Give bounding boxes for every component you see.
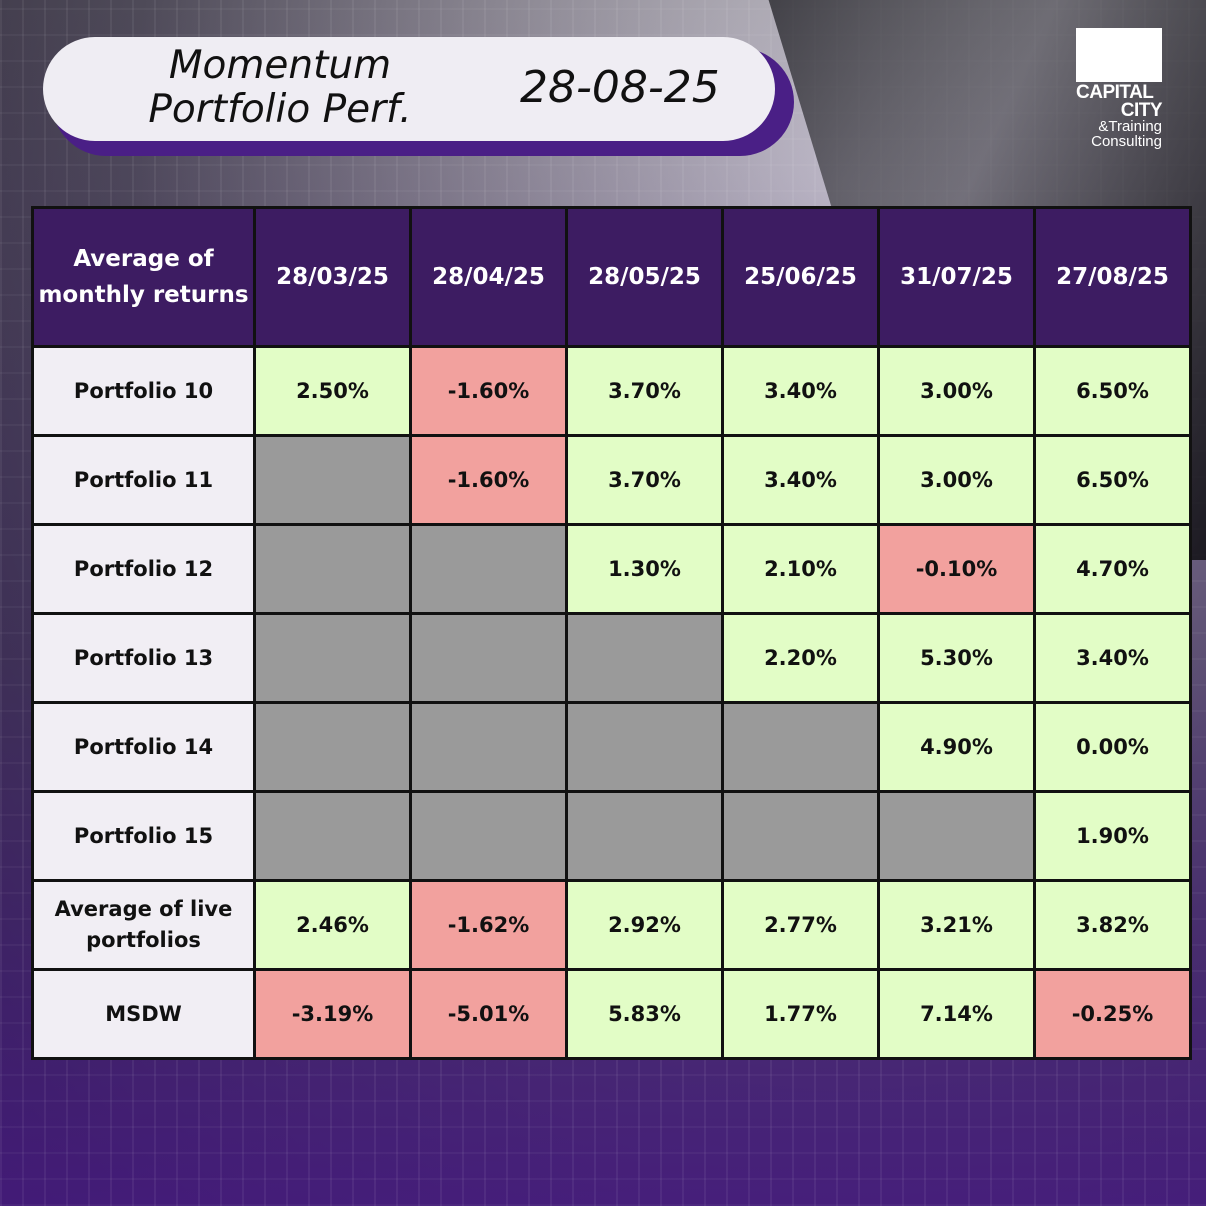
table-row: Average of live portfolios 2.46% -1.62% 2.9… [31,879,1192,971]
return-cell: 6.50% [1033,345,1192,437]
column-header: 28/05/25 [565,206,724,348]
return-cell: 2.50% [253,345,412,437]
table-row: Portfolio 15 1.90% [31,790,1192,882]
table-row: Portfolio 10 2.50% -1.60% 3.70% 3.40% 3.00% 6.… [31,345,1192,437]
table-row: Portfolio 11 -1.60% 3.70% 3.40% 3.00% 6.50% [31,434,1192,526]
empty-cell [409,790,568,882]
corner-header: Average of monthly returns [31,206,256,348]
return-cell: -5.01% [409,968,568,1060]
return-cell: 2.20% [721,612,880,704]
return-cell: 5.83% [565,968,724,1060]
page-title: Momentum Portfolio Perf. [130,44,430,132]
table-body: Portfolio 10 2.50% -1.60% 3.70% 3.40% 3.00% 6.… [31,345,1192,1060]
empty-cell [565,612,724,704]
title-line-2: Portfolio Perf. [148,87,412,132]
return-cell: -3.19% [253,968,412,1060]
table-row: Portfolio 14 4.90% 0.00% [31,701,1192,793]
return-cell: 2.10% [721,523,880,615]
return-cell: 2.46% [253,879,412,971]
empty-cell [253,701,412,793]
return-cell: 3.40% [1033,612,1192,704]
title-pill [43,37,775,141]
row-label: Portfolio 13 [31,612,256,704]
return-cell: 3.82% [1033,879,1192,971]
empty-cell [253,790,412,882]
empty-cell [565,790,724,882]
empty-cell [721,701,880,793]
return-cell: 7.14% [877,968,1036,1060]
row-label: Portfolio 12 [31,523,256,615]
return-cell: 2.92% [565,879,724,971]
report-date: 28-08-25 [520,62,720,113]
logo-line-1: CAPITAL [1076,82,1154,103]
column-header: 28/04/25 [409,206,568,348]
return-cell: 6.50% [1033,434,1192,526]
title-line-1: Momentum [168,43,392,88]
return-cell: 4.70% [1033,523,1192,615]
empty-cell [409,523,568,615]
performance-table: Average of monthly returns 28/03/25 28/04… [31,206,1192,1060]
return-cell: 2.77% [721,879,880,971]
return-cell: 3.40% [721,434,880,526]
return-cell: 5.30% [877,612,1036,704]
return-cell: 3.70% [565,434,724,526]
logo-white-block [1076,28,1162,82]
return-cell: -1.60% [409,434,568,526]
row-label: Portfolio 10 [31,345,256,437]
return-cell: 0.00% [1033,701,1192,793]
return-cell: 3.70% [565,345,724,437]
row-label: Portfolio 11 [31,434,256,526]
row-label: MSDW [31,968,256,1060]
empty-cell [721,790,880,882]
capital-city-logo: CAPITAL CITY &Training Consulting [1076,28,1163,150]
column-header: 31/07/25 [877,206,1036,348]
row-label: Portfolio 15 [31,790,256,882]
logo-line-3: &Training [1098,118,1162,135]
table-row: MSDW -3.19% -5.01% 5.83% 1.77% 7.14% -0.25% [31,968,1192,1060]
return-cell: -0.10% [877,523,1036,615]
return-cell: -1.62% [409,879,568,971]
return-cell: 1.30% [565,523,724,615]
empty-cell [253,434,412,526]
return-cell: 3.21% [877,879,1036,971]
empty-cell [409,612,568,704]
return-cell: 1.90% [1033,790,1192,882]
return-cell: -1.60% [409,345,568,437]
return-cell: -0.25% [1033,968,1192,1060]
return-cell: 3.40% [721,345,880,437]
return-cell: 4.90% [877,701,1036,793]
column-header: 27/08/25 [1033,206,1192,348]
table-row: Portfolio 13 2.20% 5.30% 3.40% [31,612,1192,704]
empty-cell [253,523,412,615]
column-header: 28/03/25 [253,206,412,348]
table-header-row: Average of monthly returns 28/03/25 28/04… [31,206,1192,348]
return-cell: 3.00% [877,345,1036,437]
empty-cell [565,701,724,793]
empty-cell [253,612,412,704]
empty-cell [877,790,1036,882]
logo-line-4: Consulting [1091,133,1162,150]
row-label: Portfolio 14 [31,701,256,793]
column-header: 25/06/25 [721,206,880,348]
return-cell: 1.77% [721,968,880,1060]
row-label: Average of live portfolios [31,879,256,971]
logo-line-2: CITY [1120,100,1163,121]
table-row: Portfolio 12 1.30% 2.10% -0.10% 4.70% [31,523,1192,615]
return-cell: 3.00% [877,434,1036,526]
empty-cell [409,701,568,793]
